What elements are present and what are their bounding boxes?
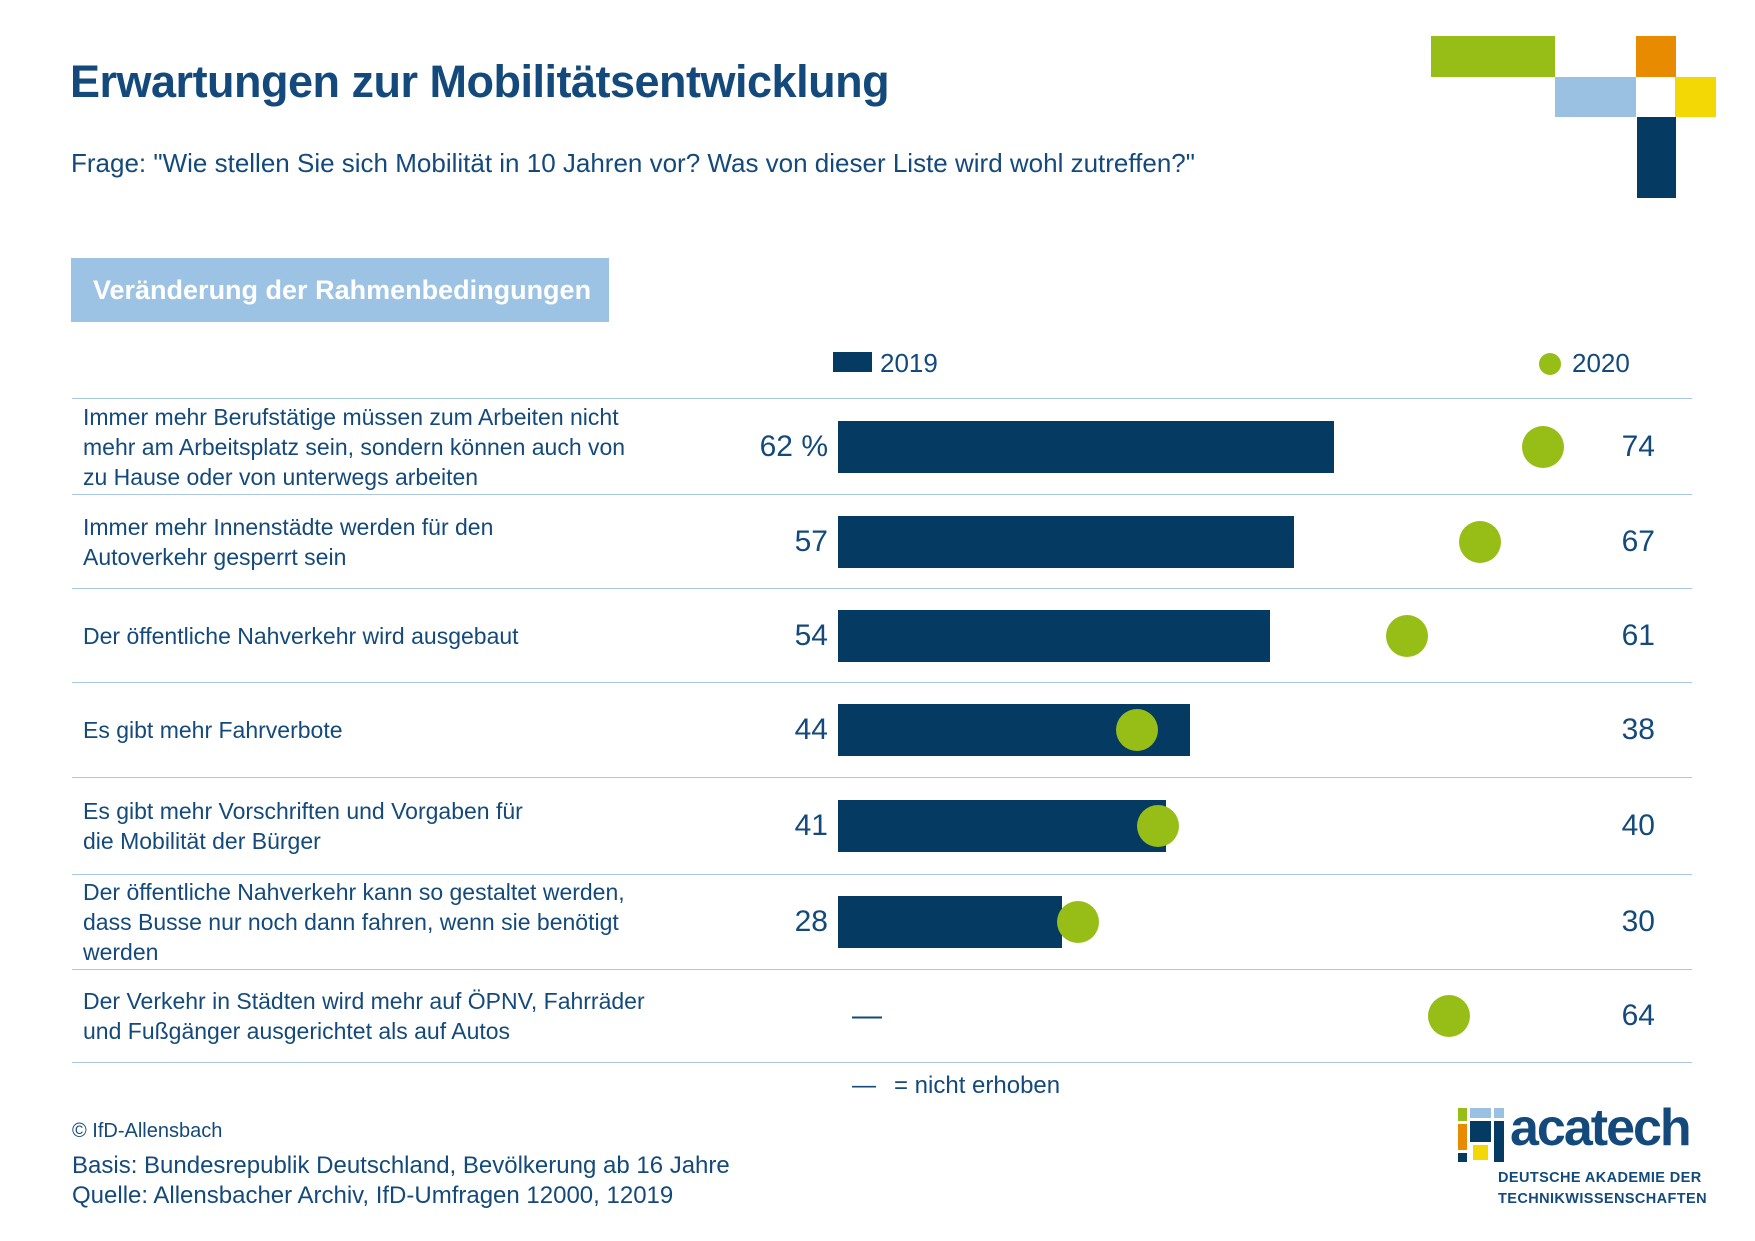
table-row: Der öffentliche Nahverkehr kann so gesta… bbox=[72, 874, 1692, 969]
acatech-mark-yellow-cell bbox=[1473, 1145, 1488, 1160]
value-2020-label: 38 bbox=[1621, 713, 1655, 746]
no-data-dash: — bbox=[852, 999, 882, 1032]
chart-rows-table: Immer mehr Berufstätige müssen zum Arbei… bbox=[72, 398, 1692, 1063]
footnote: — = nicht erhoben bbox=[852, 1072, 1060, 1100]
row-label: Immer mehr Innenstädte werden für den Au… bbox=[83, 513, 494, 570]
row-label: Der Verkehr in Städten wird mehr auf ÖPN… bbox=[83, 988, 645, 1044]
deco-navy-rectangle bbox=[1637, 117, 1676, 198]
table-row: Immer mehr Innenstädte werden für den Au… bbox=[72, 494, 1692, 588]
quelle-text: Quelle: Allensbacher Archiv, IfD-Umfrage… bbox=[72, 1182, 674, 1209]
row-label: Es gibt mehr Vorschriften und Vorgaben f… bbox=[83, 798, 523, 854]
survey-question: Frage: "Wie stellen Sie sich Mobilität i… bbox=[71, 148, 1195, 178]
footnote-dash: — bbox=[852, 1072, 876, 1099]
acatech-mark-lightblue2-cell bbox=[1494, 1108, 1504, 1118]
acatech-mark-navy-big-cell bbox=[1470, 1121, 1491, 1142]
acatech-subtitle: DEUTSCHE AKADEMIE DER TECHNIKWISSENSCHAF… bbox=[1498, 1170, 1707, 1207]
value-2019-label: 57 bbox=[794, 524, 828, 558]
bar-2019 bbox=[838, 896, 1062, 948]
deco-green-rectangle bbox=[1431, 36, 1555, 77]
basis-text: Basis: Bundesrepublik Deutschland, Bevöl… bbox=[72, 1152, 730, 1179]
legend-2020-dot bbox=[1539, 353, 1561, 375]
table-row: Immer mehr Berufstätige müssen zum Arbei… bbox=[72, 398, 1692, 494]
legend-2019-label: 2019 bbox=[880, 348, 938, 378]
table-row: Es gibt mehr Fahrverbote 44 38 bbox=[72, 682, 1692, 777]
table-row: Der Verkehr in Städten wird mehr auf ÖPN… bbox=[72, 969, 1692, 1062]
footnote-text: = nicht erhoben bbox=[894, 1072, 1061, 1099]
row-label: Es gibt mehr Fahrverbote bbox=[83, 717, 343, 743]
acatech-mark-navy-small-cell bbox=[1458, 1153, 1467, 1162]
dot-2020 bbox=[1057, 901, 1099, 943]
value-2020-label: 30 bbox=[1621, 905, 1655, 938]
copyright-text: © IfD-Allensbach bbox=[72, 1120, 223, 1142]
value-2020-label: 74 bbox=[1621, 429, 1655, 463]
dot-2020 bbox=[1428, 995, 1470, 1037]
value-2019-label: 28 bbox=[794, 905, 828, 938]
value-2019-label: 44 bbox=[794, 713, 828, 746]
value-2019-label: 41 bbox=[794, 809, 828, 842]
value-2020-label: 61 bbox=[1621, 618, 1655, 652]
value-2019-label: 54 bbox=[794, 618, 828, 652]
acatech-mark-orange-cell bbox=[1458, 1124, 1467, 1150]
acatech-logo-mark bbox=[1458, 1104, 1504, 1162]
section-label: Veränderung der Rahmenbedingungen bbox=[71, 258, 609, 322]
row-label: Der öffentliche Nahverkehr wird ausgebau… bbox=[83, 622, 519, 649]
dot-2020 bbox=[1116, 709, 1158, 751]
bar-2019 bbox=[838, 515, 1294, 568]
row-label: Der öffentliche Nahverkehr kann so gesta… bbox=[83, 879, 625, 965]
dot-2020 bbox=[1459, 520, 1501, 563]
deco-yellow-square bbox=[1675, 77, 1716, 117]
deco-lightblue-rectangle bbox=[1555, 77, 1636, 117]
acatech-mark-navy-tall-cell bbox=[1494, 1121, 1504, 1162]
bar-2019 bbox=[838, 609, 1270, 662]
dot-2020 bbox=[1522, 425, 1564, 468]
value-2020-label: 67 bbox=[1621, 524, 1655, 558]
acatech-wordmark: acatech bbox=[1510, 1099, 1692, 1157]
dot-2020 bbox=[1386, 614, 1428, 657]
page-title: Erwartungen zur Mobilitätsentwicklung bbox=[70, 56, 890, 107]
deco-orange-square bbox=[1636, 36, 1676, 77]
value-2020-label: 40 bbox=[1621, 809, 1655, 842]
value-2020-label: 64 bbox=[1621, 999, 1655, 1032]
table-row: Der öffentliche Nahverkehr wird ausgebau… bbox=[72, 588, 1692, 682]
dot-2020 bbox=[1137, 805, 1179, 847]
legend-2020-label: 2020 bbox=[1572, 348, 1630, 378]
bar-2019 bbox=[838, 420, 1334, 473]
table-row: Es gibt mehr Vorschriften und Vorgaben f… bbox=[72, 777, 1692, 874]
bar-2019 bbox=[838, 800, 1166, 852]
legend-2019-swatch bbox=[833, 352, 872, 372]
acatech-mark-lightblue-cell bbox=[1470, 1108, 1491, 1118]
row-label: Immer mehr Berufstätige müssen zum Arbei… bbox=[83, 403, 626, 490]
acatech-mark-green-cell bbox=[1458, 1108, 1467, 1121]
value-2019-label: 62 % bbox=[759, 429, 828, 463]
